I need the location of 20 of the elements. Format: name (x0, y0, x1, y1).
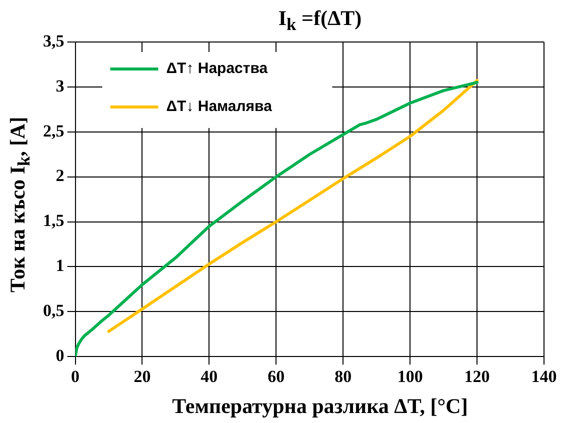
x-tick-label: 0 (71, 367, 80, 386)
x-tick-label: 60 (268, 367, 285, 386)
y-tick-label: 1,5 (43, 211, 64, 230)
x-tick-label: 120 (464, 367, 490, 386)
y-tick-label: 1 (56, 256, 64, 276)
y-tick-label: 2 (56, 166, 64, 186)
x-tick-label: 100 (397, 367, 423, 386)
chart-title: I$_{k}$ =f(ΔT) (277, 6, 363, 36)
x-tick-label: 20 (134, 367, 151, 386)
y-tick-label: 0,5 (43, 301, 64, 320)
x-tick-label: 40 (200, 367, 218, 386)
legend-label: ΔT↓ Намалява (166, 98, 273, 116)
y-tick-label: 0 (56, 346, 64, 365)
y-tick-label: 3 (56, 76, 64, 96)
y-tick-label: 3,5 (43, 31, 64, 50)
x-tick-label: 80 (334, 367, 352, 386)
x-axis-title: Температурна разлика ΔT, [°C] (171, 394, 469, 419)
legend-label: ΔT↑ Нараства (166, 60, 268, 78)
x-tick-label: 140 (531, 367, 557, 386)
y-tick-label: 2,5 (43, 121, 64, 140)
